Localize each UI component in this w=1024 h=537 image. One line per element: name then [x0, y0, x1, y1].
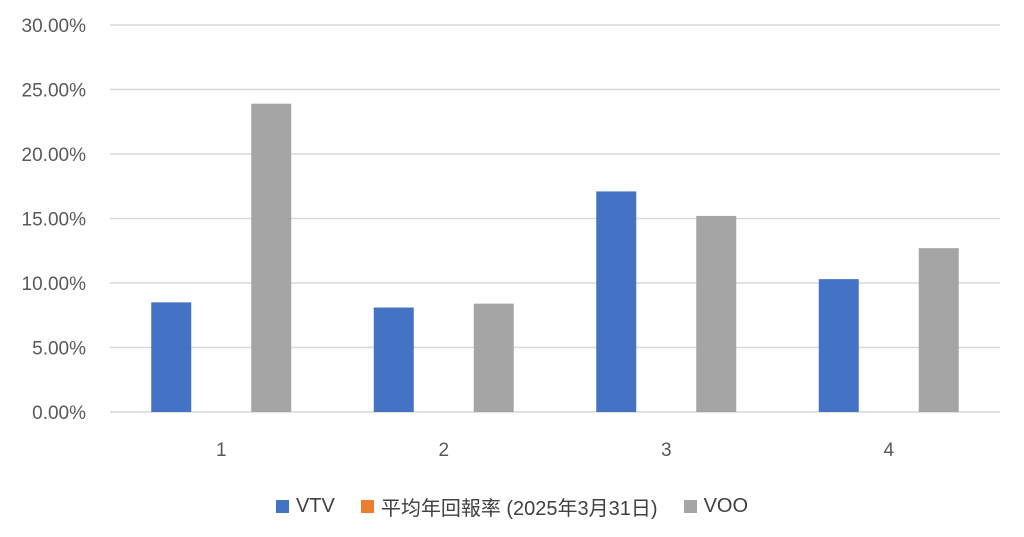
- x-tick-label: 1: [216, 440, 227, 461]
- bar-voo-2: [473, 303, 514, 412]
- bar-vtv-3: [596, 191, 637, 412]
- x-axis-tick-labels: 1 2 3 4: [216, 440, 895, 461]
- bars: [151, 103, 959, 412]
- bar-vtv-4: [818, 279, 859, 412]
- y-tick-label: 0.00%: [32, 403, 86, 424]
- legend-swatch: [360, 499, 374, 513]
- y-tick-label: 15.00%: [22, 210, 87, 231]
- legend-swatch: [275, 499, 289, 513]
- bar-voo-3: [696, 215, 737, 412]
- y-tick-label: 5.00%: [32, 339, 86, 360]
- y-axis-tick-labels: 0.00% 5.00% 10.00% 15.00% 20.00% 25.00% 30.00%: [22, 16, 87, 424]
- legend-item: VTV: [275, 494, 335, 518]
- x-tick-label: 4: [883, 440, 894, 461]
- legend: VTV 平均年回報率 (2025年3月31日) VOO: [0, 488, 1024, 524]
- bar-voo-1: [251, 103, 292, 412]
- x-tick-label: 2: [438, 440, 449, 461]
- y-tick-label: 25.00%: [22, 81, 87, 102]
- gridlines: [110, 24, 1000, 413]
- legend-item: 平均年回報率 (2025年3月31日): [360, 492, 658, 521]
- y-tick-label: 20.00%: [22, 145, 87, 166]
- bar-vtv-2: [373, 307, 414, 412]
- legend-label: VTV: [295, 494, 335, 517]
- bar-vtv-1: [151, 302, 192, 412]
- y-tick-label: 10.00%: [22, 274, 87, 295]
- legend-label: 平均年回報率 (2025年3月31日): [380, 497, 658, 520]
- x-tick-label: 3: [661, 440, 672, 461]
- y-tick-label: 30.00%: [22, 16, 87, 37]
- legend-item: VOO: [683, 494, 749, 518]
- legend-swatch: [683, 499, 697, 513]
- legend-label: VOO: [703, 494, 749, 517]
- bar-voo-4: [918, 248, 959, 412]
